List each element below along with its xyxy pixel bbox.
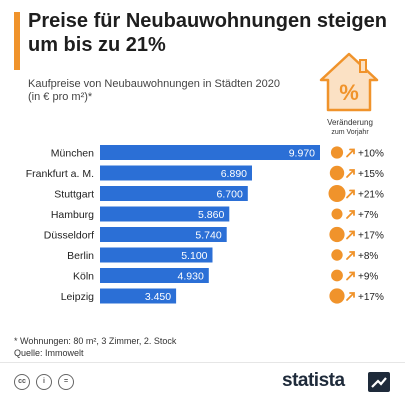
title-accent-bar [14, 12, 20, 70]
footnote: * Wohnungen: 80 m², 3 Zimmer, 2. Stock Q… [14, 335, 176, 359]
value-label: 5.100 [181, 250, 207, 262]
bar [100, 247, 213, 263]
change-label: +17% [358, 231, 384, 242]
change-label: +15% [358, 169, 384, 180]
change-bubble [331, 249, 343, 261]
change-header-line1: Veränderung [327, 118, 373, 127]
change-label: +17% [358, 292, 384, 303]
category-label: Berlin [67, 250, 94, 262]
footnote-definition: * Wohnungen: 80 m², 3 Zimmer, 2. Stock [14, 336, 177, 346]
page-title: Preise für Neubauwohnungen steigen um bi… [28, 10, 387, 56]
value-label: 3.450 [145, 291, 171, 303]
by-icon: i [36, 374, 52, 390]
category-label: Düsseldorf [44, 230, 94, 242]
bar [100, 268, 209, 283]
value-label: 6.700 [217, 189, 243, 201]
bar [100, 227, 227, 242]
cc-icon: cc [14, 374, 30, 390]
value-label: 5.860 [198, 209, 224, 221]
change-bubble [331, 208, 343, 220]
brand-logo-icon [368, 372, 390, 392]
bar [100, 165, 252, 181]
footer-divider [0, 362, 405, 363]
change-bubble [330, 146, 344, 159]
chart-subtitle: Kaufpreise von Neubauwohnungen in Städte… [28, 78, 280, 103]
change-bubble [329, 165, 345, 181]
change-bubble [328, 185, 346, 202]
arrow-up-right-icon [346, 210, 355, 219]
category-label: München [51, 148, 94, 160]
change-label: +8% [358, 251, 378, 262]
change-bubble [329, 226, 345, 243]
category-label: Leipzig [61, 291, 94, 303]
change-label: +10% [358, 149, 384, 160]
category-label: Köln [73, 271, 94, 283]
value-label: 5.740 [195, 230, 221, 242]
arrow-up-right-icon [346, 169, 355, 178]
house-percent-icon: % [319, 52, 379, 112]
bar [100, 145, 320, 160]
change-header-line2: zum Vorjahr [331, 129, 369, 136]
arrow-up-right-icon [346, 292, 355, 301]
value-label: 9.970 [289, 148, 315, 160]
source-line: Quelle: Immowelt [14, 348, 84, 358]
category-label: Stuttgart [54, 189, 94, 201]
arrow-up-right-icon [346, 148, 355, 158]
value-label: 6.890 [221, 168, 247, 180]
change-bubble [329, 288, 345, 304]
change-label: +9% [358, 272, 378, 283]
arrow-up-right-icon [346, 251, 355, 260]
house-percent-label: % [339, 80, 359, 105]
brand-logo-text: statista [282, 370, 345, 391]
value-label: 4.930 [178, 271, 204, 283]
change-label: +7% [358, 210, 378, 221]
bar [100, 186, 248, 201]
change-column-header: Veränderung zum Vorjahr [300, 118, 400, 137]
arrow-up-right-icon [346, 230, 355, 240]
category-label: Frankfurt a. M. [26, 168, 94, 180]
nd-icon: = [58, 374, 74, 390]
bar [100, 206, 230, 222]
bar [100, 288, 177, 304]
category-label: Hamburg [51, 209, 94, 221]
change-label: +21% [358, 190, 384, 201]
change-bubble [331, 269, 343, 282]
arrow-up-right-icon [346, 271, 355, 281]
arrow-up-right-icon [346, 189, 355, 199]
